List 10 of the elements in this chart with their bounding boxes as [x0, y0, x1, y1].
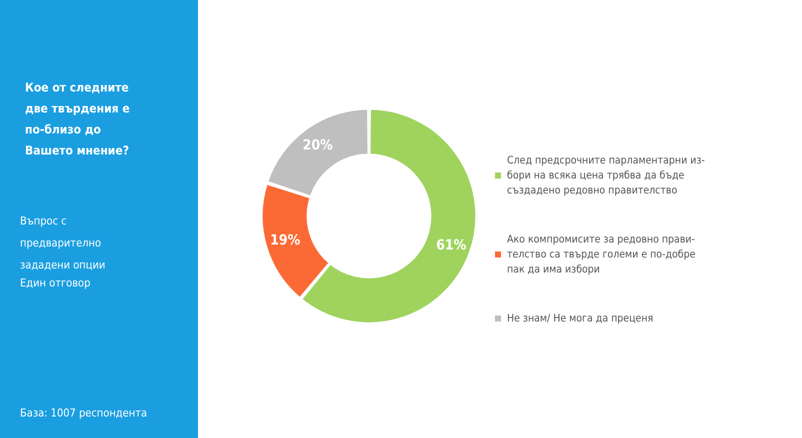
legend-label: Ако компромисите за редовно прави- телство са твърде големи е по-добре пак да има избори: [507, 234, 696, 276]
legend-label: След предсрочните парламентарни из- бори на всяка цена трябва да бъде създадено редовно правителство: [507, 154, 705, 196]
data-label: 19%: [270, 232, 301, 248]
legend-label: Не знам/ Не мога да преценя: [507, 312, 654, 324]
data-label: 61%: [436, 238, 467, 254]
text: База: 1007 респондента: [20, 406, 148, 420]
text: Един отговор: [20, 276, 90, 290]
text: Въпрос с предварително зададени опции: [20, 214, 106, 272]
data-label: 20%: [302, 137, 334, 154]
text: Кое от следните две твърдения е по-близо до Вашето мнение?: [25, 80, 134, 158]
